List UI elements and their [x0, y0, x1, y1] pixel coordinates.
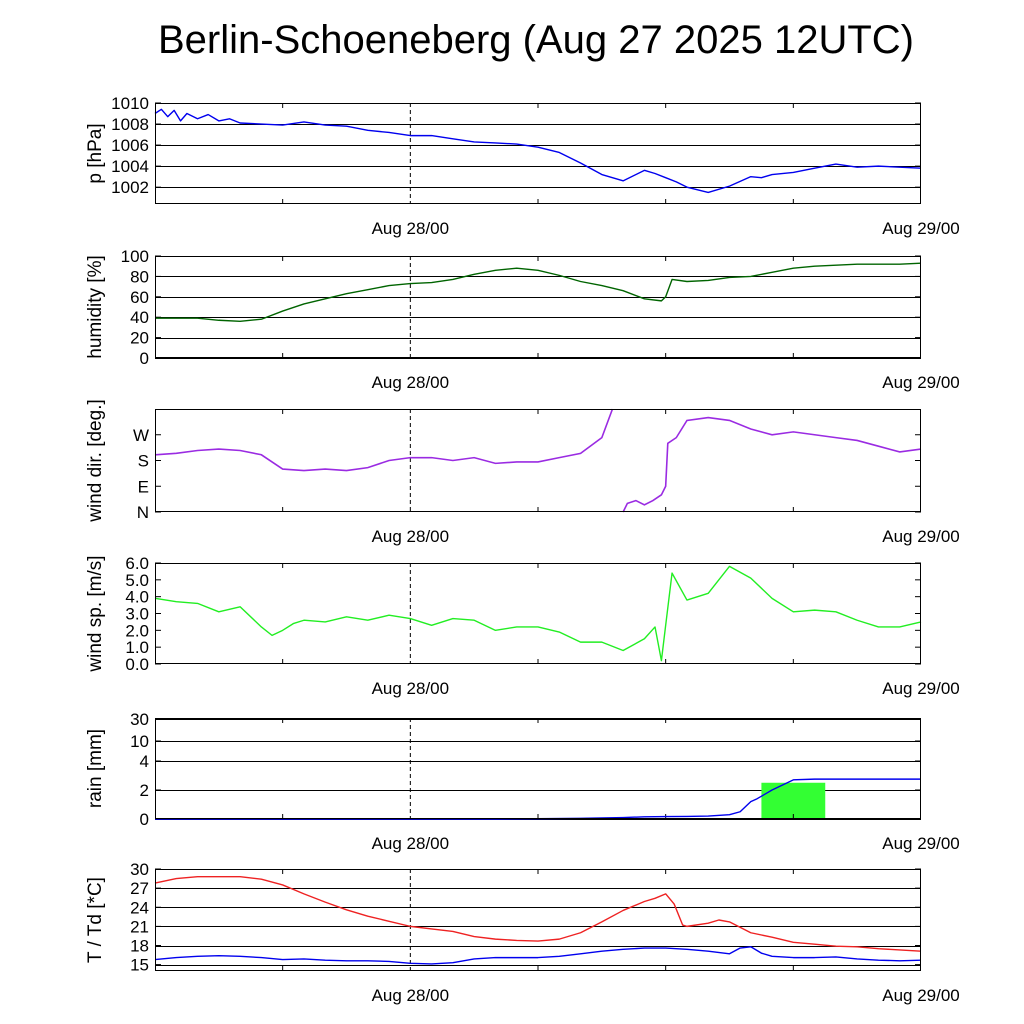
y-tick-label: 1.0: [125, 638, 149, 657]
y-tick-label: 40: [130, 308, 149, 327]
y-tick-label: 1002: [111, 178, 149, 197]
data-series-line: [154, 946, 922, 965]
x-tick-label: Aug 28/00: [372, 679, 450, 698]
x-tick-label: Aug 28/00: [372, 834, 450, 853]
data-series-line: [154, 565, 922, 662]
y-tick-label: 100: [121, 247, 149, 266]
panel-frame: [155, 409, 921, 512]
data-series-line: [154, 108, 922, 194]
chart-title: Berlin-Schoeneberg (Aug 27 2025 12UTC): [158, 18, 914, 62]
y-tick-label: 24: [130, 898, 149, 917]
panel-frame: [155, 869, 921, 971]
y-axis-label: wind dir. [deg.]: [85, 399, 106, 523]
data-series-line: [154, 875, 922, 952]
y-tick-label: N: [137, 503, 149, 522]
y-tick-label: 2: [140, 781, 149, 800]
panel-frame: [155, 718, 921, 819]
y-tick-label: 0: [140, 810, 149, 829]
y-tick-label: 10: [130, 732, 149, 751]
wind-direction-series: [622, 416, 922, 513]
x-tick-label: Aug 28/00: [372, 986, 450, 1005]
y-tick-label: S: [138, 452, 149, 471]
y-tick-label: W: [133, 426, 149, 445]
x-tick-label: Aug 29/00: [882, 834, 960, 853]
data-series-line: [155, 262, 922, 322]
y-tick-label: 21: [130, 917, 149, 936]
y-tick-label: 80: [130, 267, 149, 286]
y-tick-label: 4.0: [125, 588, 149, 607]
panel-frame: [155, 563, 921, 664]
rain-bar: [761, 782, 826, 819]
y-tick-label: E: [138, 477, 149, 496]
y-tick-label: 18: [130, 937, 149, 956]
y-tick-label: 27: [130, 879, 149, 898]
x-tick-label: Aug 29/00: [882, 527, 960, 546]
y-tick-label: 5.0: [125, 571, 149, 590]
x-tick-label: Aug 29/00: [882, 373, 960, 392]
y-tick-label: 2.0: [125, 621, 149, 640]
data-series-line: [155, 778, 921, 820]
x-tick-label: Aug 28/00: [372, 373, 450, 392]
y-tick-label: 1008: [111, 115, 149, 134]
y-tick-label: 15: [130, 956, 149, 975]
y-tick-label: 60: [130, 288, 149, 307]
y-tick-label: 30: [130, 860, 149, 879]
y-axis-label: rain [mm]: [85, 729, 106, 808]
panel-frame: [155, 103, 921, 204]
y-tick-label: 1006: [111, 136, 149, 155]
y-tick-label: 0.0: [125, 655, 149, 674]
y-axis-label: p [hPa]: [85, 123, 106, 183]
y-axis-label: T / Td [*C]: [85, 877, 106, 963]
y-axis-label: humidity [%]: [85, 255, 106, 358]
y-tick-label: 1010: [111, 94, 149, 113]
y-tick-label: 0: [140, 349, 149, 368]
panel-frame: [155, 256, 921, 358]
wind-direction-series: [154, 408, 614, 472]
y-tick-label: 6.0: [125, 554, 149, 573]
x-tick-label: Aug 29/00: [882, 219, 960, 238]
y-axis-label: wind sp. [m/s]: [85, 555, 106, 672]
x-tick-label: Aug 28/00: [372, 219, 450, 238]
y-tick-label: 30: [130, 710, 149, 729]
x-tick-label: Aug 29/00: [882, 679, 960, 698]
x-tick-label: Aug 28/00: [372, 527, 450, 546]
y-tick-label: 3.0: [125, 605, 149, 624]
y-tick-label: 20: [130, 329, 149, 348]
y-tick-label: 1004: [111, 157, 149, 176]
y-tick-label: 4: [140, 752, 149, 771]
x-tick-label: Aug 29/00: [882, 986, 960, 1005]
